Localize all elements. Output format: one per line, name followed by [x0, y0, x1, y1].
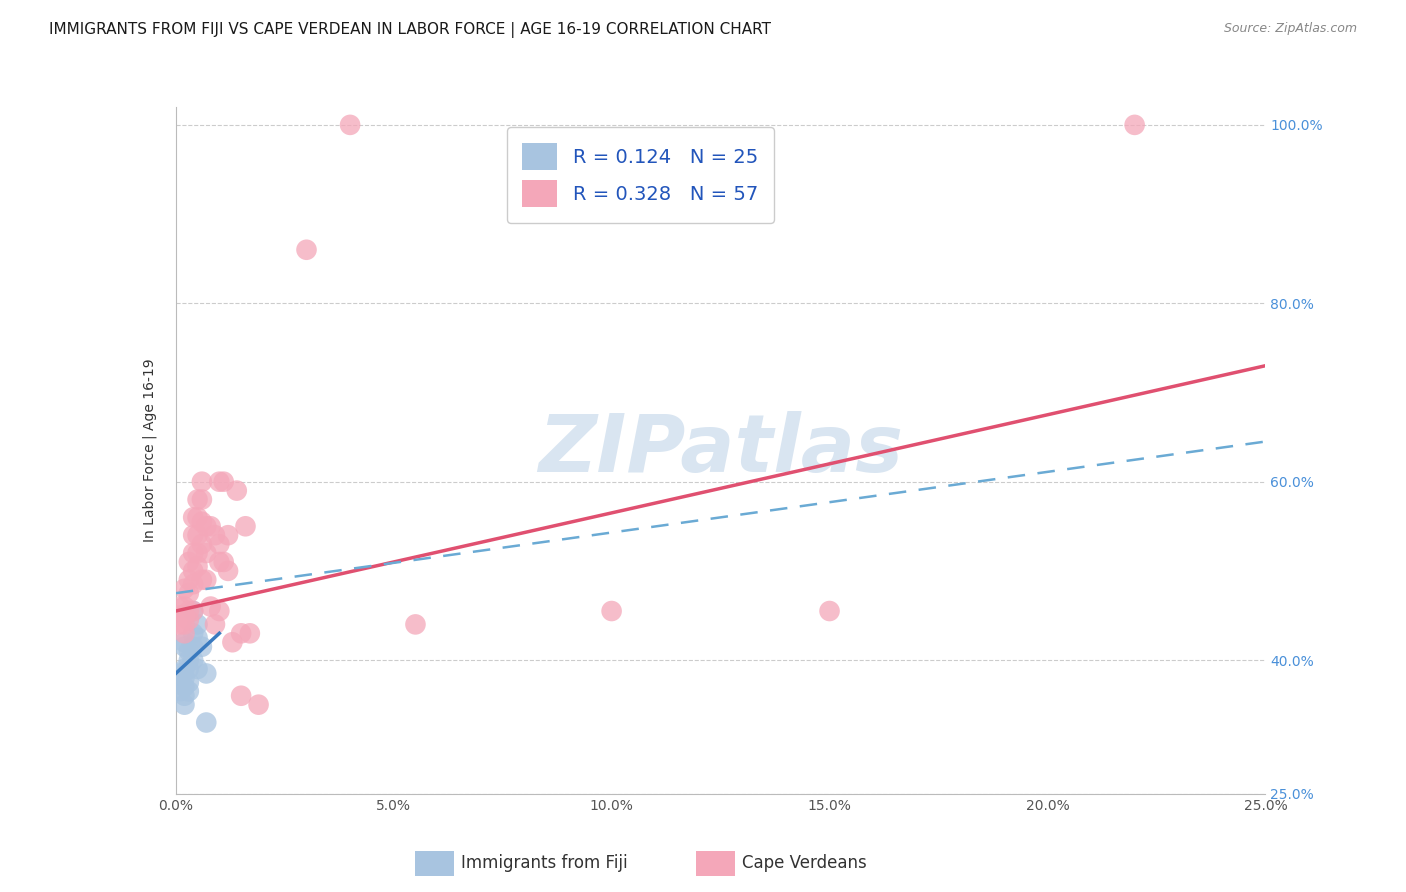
Point [177, 613, 200, 627]
Point [173, 582, 195, 596]
Point [208, 475, 231, 489]
Point [173, 640, 195, 654]
Point [169, 666, 191, 681]
Point [221, 635, 243, 649]
Point [204, 617, 226, 632]
Point [186, 528, 209, 542]
Point [195, 715, 218, 730]
Point [186, 662, 209, 676]
Point [173, 599, 195, 614]
Point [186, 559, 209, 574]
Point [231, 689, 253, 703]
Point [191, 515, 214, 529]
Point [169, 617, 191, 632]
Point [177, 573, 200, 587]
Point [169, 675, 191, 690]
Point [191, 640, 214, 654]
Point [195, 573, 218, 587]
Point [177, 675, 200, 690]
Point [1123, 118, 1146, 132]
Point [225, 483, 247, 498]
Text: Immigrants from Fiji: Immigrants from Fiji [461, 855, 628, 872]
Point [181, 546, 204, 560]
Point [405, 617, 427, 632]
Point [181, 640, 204, 654]
Point [173, 626, 195, 640]
Point [169, 599, 191, 614]
Point [217, 564, 239, 578]
Point [181, 653, 204, 667]
Point [208, 604, 231, 618]
Point [231, 626, 253, 640]
Point [204, 528, 226, 542]
Point [169, 608, 191, 623]
Point [295, 243, 318, 257]
Point [195, 666, 218, 681]
Y-axis label: In Labor Force | Age 16-19: In Labor Force | Age 16-19 [142, 359, 157, 542]
Point [195, 519, 218, 533]
Point [191, 573, 214, 587]
Text: IMMIGRANTS FROM FIJI VS CAPE VERDEAN IN LABOR FORCE | AGE 16-19 CORRELATION CHAR: IMMIGRANTS FROM FIJI VS CAPE VERDEAN IN … [49, 22, 772, 38]
Point [191, 492, 214, 507]
Point [195, 546, 218, 560]
Point [212, 475, 235, 489]
Point [177, 662, 200, 676]
Point [191, 475, 214, 489]
Point [177, 604, 200, 618]
Point [247, 698, 270, 712]
Point [239, 626, 262, 640]
Text: Cape Verdeans: Cape Verdeans [742, 855, 868, 872]
Point [173, 680, 195, 694]
Point [600, 604, 623, 618]
Point [191, 537, 214, 551]
Point [173, 635, 195, 649]
Point [177, 644, 200, 658]
Point [818, 604, 841, 618]
Point [169, 684, 191, 698]
Point [235, 519, 257, 533]
Point [208, 555, 231, 569]
Point [173, 608, 195, 623]
Point [177, 586, 200, 600]
Point [186, 617, 209, 632]
Point [177, 684, 200, 698]
Point [173, 671, 195, 685]
Point [186, 492, 209, 507]
Point [181, 564, 204, 578]
Point [217, 528, 239, 542]
Point [186, 546, 209, 560]
Point [200, 519, 222, 533]
Point [173, 689, 195, 703]
Point [177, 653, 200, 667]
Point [177, 555, 200, 569]
Point [200, 599, 222, 614]
Point [173, 617, 195, 632]
Point [181, 604, 204, 618]
Point [181, 510, 204, 524]
Point [186, 631, 209, 645]
Point [173, 662, 195, 676]
Point [181, 577, 204, 591]
Legend: R = 0.124   N = 25, R = 0.328   N = 57: R = 0.124 N = 25, R = 0.328 N = 57 [508, 127, 773, 223]
Point [173, 698, 195, 712]
Text: Source: ZipAtlas.com: Source: ZipAtlas.com [1223, 22, 1357, 36]
Point [212, 555, 235, 569]
Point [181, 604, 204, 618]
Point [208, 537, 231, 551]
Text: ZIPatlas: ZIPatlas [538, 411, 903, 490]
Point [339, 118, 361, 132]
Point [181, 528, 204, 542]
Point [181, 626, 204, 640]
Point [186, 510, 209, 524]
